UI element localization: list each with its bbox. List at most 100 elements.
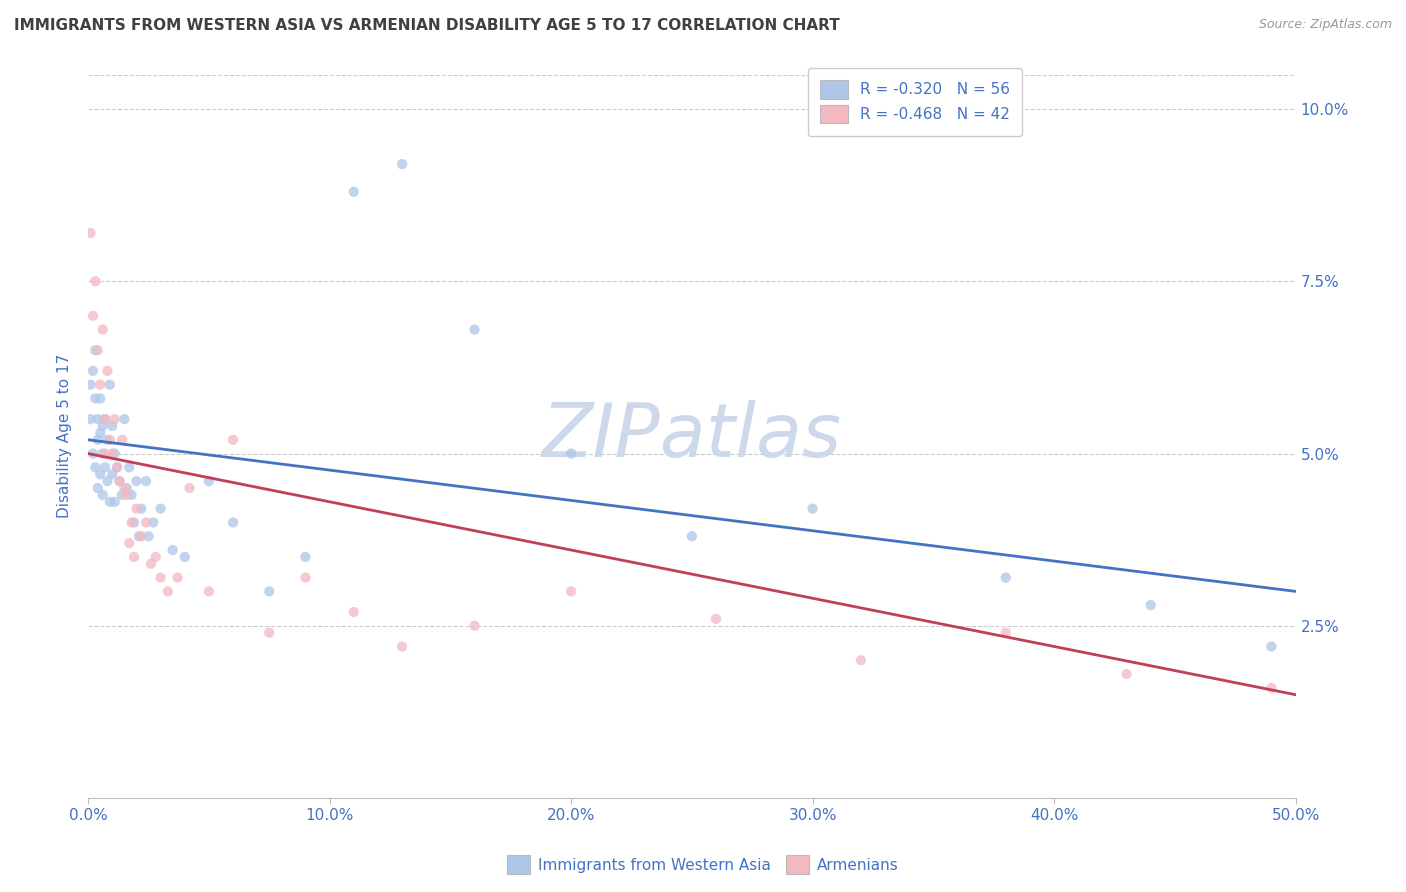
Point <box>1139 598 1161 612</box>
Point <box>801 501 824 516</box>
Point <box>96 364 118 378</box>
Point <box>198 584 221 599</box>
Point <box>129 501 152 516</box>
Point <box>87 412 110 426</box>
Point <box>115 481 138 495</box>
Point <box>849 653 872 667</box>
Point <box>156 584 179 599</box>
Text: IMMIGRANTS FROM WESTERN ASIA VS ARMENIAN DISABILITY AGE 5 TO 17 CORRELATION CHAR: IMMIGRANTS FROM WESTERN ASIA VS ARMENIAN… <box>14 18 839 33</box>
Point <box>82 364 104 378</box>
Point <box>89 377 111 392</box>
Point <box>79 377 101 392</box>
Point <box>704 612 727 626</box>
Point <box>139 557 162 571</box>
Point <box>121 488 143 502</box>
Point <box>98 495 121 509</box>
Point <box>104 446 127 460</box>
Point <box>89 467 111 482</box>
Point <box>84 392 107 406</box>
Point <box>84 274 107 288</box>
Point <box>560 446 582 460</box>
Point <box>79 412 101 426</box>
Point <box>166 571 188 585</box>
Point <box>391 640 413 654</box>
Point <box>91 419 114 434</box>
Point <box>1260 681 1282 695</box>
Point <box>94 446 117 460</box>
Point <box>84 460 107 475</box>
Point <box>89 425 111 440</box>
Point <box>179 481 201 495</box>
Point <box>464 322 486 336</box>
Point <box>464 619 486 633</box>
Point <box>111 433 134 447</box>
Point <box>1260 640 1282 654</box>
Point <box>105 460 128 475</box>
Point <box>104 495 127 509</box>
Point <box>118 460 141 475</box>
Point <box>560 584 582 599</box>
Point <box>125 474 148 488</box>
Point <box>1115 667 1137 681</box>
Point <box>94 460 117 475</box>
Point <box>89 392 111 406</box>
Legend: Immigrants from Western Asia, Armenians: Immigrants from Western Asia, Armenians <box>502 849 904 880</box>
Point <box>82 446 104 460</box>
Point <box>111 488 134 502</box>
Point <box>96 433 118 447</box>
Point <box>105 460 128 475</box>
Text: ZIPatlas: ZIPatlas <box>541 401 842 473</box>
Point <box>108 474 131 488</box>
Point <box>259 584 281 599</box>
Point <box>222 433 245 447</box>
Point <box>162 543 184 558</box>
Point <box>198 474 221 488</box>
Point <box>96 474 118 488</box>
Point <box>112 481 135 495</box>
Point <box>135 516 157 530</box>
Legend: R = -0.320   N = 56, R = -0.468   N = 42: R = -0.320 N = 56, R = -0.468 N = 42 <box>808 68 1022 136</box>
Point <box>98 377 121 392</box>
Point <box>135 474 157 488</box>
Point <box>173 549 195 564</box>
Y-axis label: Disability Age 5 to 17: Disability Age 5 to 17 <box>58 354 72 518</box>
Point <box>82 309 104 323</box>
Point <box>101 446 124 460</box>
Point <box>87 343 110 358</box>
Point <box>994 625 1017 640</box>
Point <box>115 488 138 502</box>
Point <box>343 185 366 199</box>
Point <box>87 433 110 447</box>
Point <box>94 412 117 426</box>
Point <box>994 571 1017 585</box>
Point <box>138 529 160 543</box>
Point <box>104 412 127 426</box>
Point <box>91 488 114 502</box>
Point <box>222 516 245 530</box>
Point <box>391 157 413 171</box>
Point <box>121 516 143 530</box>
Point <box>681 529 703 543</box>
Text: Source: ZipAtlas.com: Source: ZipAtlas.com <box>1258 18 1392 31</box>
Point <box>125 501 148 516</box>
Point <box>145 549 167 564</box>
Point <box>98 433 121 447</box>
Point <box>128 529 150 543</box>
Point <box>87 481 110 495</box>
Point <box>94 412 117 426</box>
Point <box>91 446 114 460</box>
Point <box>129 529 152 543</box>
Point <box>101 419 124 434</box>
Point <box>108 474 131 488</box>
Point <box>91 322 114 336</box>
Point <box>84 343 107 358</box>
Point <box>343 605 366 619</box>
Point <box>112 412 135 426</box>
Point <box>294 549 316 564</box>
Point <box>149 571 172 585</box>
Point <box>79 226 101 240</box>
Point <box>122 549 145 564</box>
Point <box>294 571 316 585</box>
Point <box>122 516 145 530</box>
Point <box>149 501 172 516</box>
